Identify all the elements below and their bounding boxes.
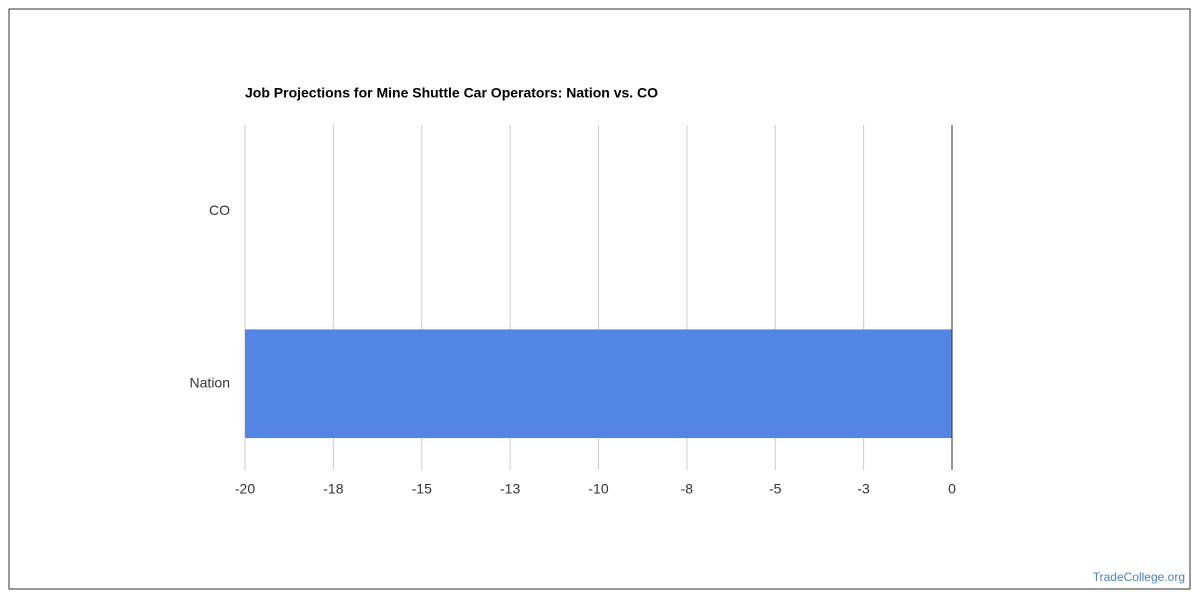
x-tick-label: -5 xyxy=(769,481,782,497)
y-tick-label: CO xyxy=(209,202,230,218)
x-tick-label: -13 xyxy=(500,481,520,497)
x-tick-label: -3 xyxy=(857,481,870,497)
y-tick-label: Nation xyxy=(190,374,230,390)
x-tick-label: -8 xyxy=(681,481,694,497)
x-tick-label: -18 xyxy=(323,481,343,497)
chart-title: Job Projections for Mine Shuttle Car Ope… xyxy=(245,85,658,101)
frame xyxy=(8,8,1191,590)
x-tick-label: 0 xyxy=(948,481,956,497)
watermark: TradeCollege.org xyxy=(1093,570,1185,584)
x-tick-label: -10 xyxy=(588,481,608,497)
bar xyxy=(245,329,952,439)
x-tick-label: -20 xyxy=(235,481,255,497)
x-tick-label: -15 xyxy=(412,481,432,497)
